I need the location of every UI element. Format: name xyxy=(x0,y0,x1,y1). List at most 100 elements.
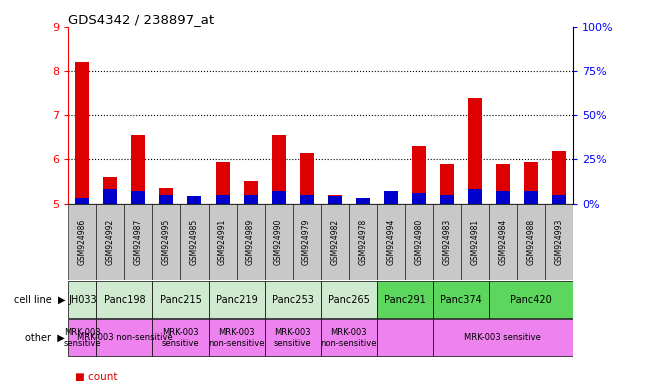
FancyBboxPatch shape xyxy=(433,281,489,318)
Text: GSM924986: GSM924986 xyxy=(78,219,87,265)
Bar xyxy=(524,191,538,204)
Text: GSM924985: GSM924985 xyxy=(190,219,199,265)
Text: GSM924980: GSM924980 xyxy=(414,219,423,265)
FancyBboxPatch shape xyxy=(405,204,433,280)
Text: MRK-003
sensitive: MRK-003 sensitive xyxy=(274,328,311,348)
Bar xyxy=(104,177,117,204)
Bar xyxy=(355,199,370,204)
Text: GSM924990: GSM924990 xyxy=(274,219,283,265)
Bar xyxy=(383,191,398,204)
Bar xyxy=(355,198,370,204)
Text: GSM924984: GSM924984 xyxy=(498,219,507,265)
Text: Panc374: Panc374 xyxy=(440,295,482,305)
Bar xyxy=(159,195,173,204)
Bar xyxy=(243,195,258,204)
Text: GSM924994: GSM924994 xyxy=(386,219,395,265)
Bar xyxy=(187,197,202,204)
FancyBboxPatch shape xyxy=(208,319,264,356)
Text: MRK-003
non-sensitive: MRK-003 non-sensitive xyxy=(320,328,377,348)
Text: MRK-003 sensitive: MRK-003 sensitive xyxy=(464,333,541,343)
FancyBboxPatch shape xyxy=(320,281,377,318)
FancyBboxPatch shape xyxy=(68,281,96,318)
Text: GSM924981: GSM924981 xyxy=(470,219,479,265)
FancyBboxPatch shape xyxy=(208,204,236,280)
Text: MRK-003
sensitive: MRK-003 sensitive xyxy=(64,328,101,348)
Text: GSM924983: GSM924983 xyxy=(442,219,451,265)
Bar xyxy=(243,182,258,204)
FancyBboxPatch shape xyxy=(461,204,489,280)
Text: MRK-003 non-sensitive: MRK-003 non-sensitive xyxy=(77,333,173,343)
Bar xyxy=(411,193,426,204)
Bar xyxy=(187,197,202,204)
Bar xyxy=(76,62,89,204)
Bar xyxy=(327,195,342,204)
FancyBboxPatch shape xyxy=(68,204,96,280)
Bar xyxy=(215,195,230,204)
Bar xyxy=(215,162,230,204)
Bar xyxy=(439,164,454,204)
Bar xyxy=(552,151,566,204)
Bar xyxy=(496,191,510,204)
Text: GDS4342 / 238897_at: GDS4342 / 238897_at xyxy=(68,13,214,26)
Text: MRK-003
non-sensitive: MRK-003 non-sensitive xyxy=(208,328,265,348)
Bar xyxy=(132,191,145,204)
FancyBboxPatch shape xyxy=(377,319,433,356)
Bar xyxy=(132,135,145,204)
FancyBboxPatch shape xyxy=(96,319,152,356)
FancyBboxPatch shape xyxy=(264,319,320,356)
Bar xyxy=(383,199,398,204)
Text: Panc265: Panc265 xyxy=(327,295,370,305)
Text: GSM924988: GSM924988 xyxy=(527,219,535,265)
FancyBboxPatch shape xyxy=(264,281,320,318)
Text: Panc215: Panc215 xyxy=(159,295,201,305)
Bar xyxy=(299,153,314,204)
Text: GSM924979: GSM924979 xyxy=(302,219,311,265)
Text: Panc253: Panc253 xyxy=(271,295,314,305)
Bar xyxy=(468,189,482,204)
Text: JH033: JH033 xyxy=(68,295,97,305)
Text: GSM924992: GSM924992 xyxy=(106,219,115,265)
Bar xyxy=(552,195,566,204)
Bar xyxy=(76,198,89,204)
FancyBboxPatch shape xyxy=(236,204,264,280)
Bar xyxy=(271,135,286,204)
Text: ■ count: ■ count xyxy=(75,372,117,382)
Text: Panc420: Panc420 xyxy=(510,295,551,305)
FancyBboxPatch shape xyxy=(517,204,545,280)
FancyBboxPatch shape xyxy=(152,204,180,280)
Text: Panc291: Panc291 xyxy=(384,295,426,305)
FancyBboxPatch shape xyxy=(377,281,433,318)
FancyBboxPatch shape xyxy=(96,281,152,318)
Bar xyxy=(299,195,314,204)
FancyBboxPatch shape xyxy=(489,204,517,280)
Bar xyxy=(411,146,426,204)
FancyBboxPatch shape xyxy=(180,204,208,280)
FancyBboxPatch shape xyxy=(320,204,349,280)
Text: other  ▶: other ▶ xyxy=(25,333,65,343)
FancyBboxPatch shape xyxy=(292,204,320,280)
FancyBboxPatch shape xyxy=(545,204,573,280)
FancyBboxPatch shape xyxy=(489,281,573,318)
Text: MRK-003
sensitive: MRK-003 sensitive xyxy=(161,328,199,348)
Text: GSM924987: GSM924987 xyxy=(134,219,143,265)
Bar xyxy=(271,191,286,204)
Text: Panc198: Panc198 xyxy=(104,295,145,305)
FancyBboxPatch shape xyxy=(433,319,573,356)
FancyBboxPatch shape xyxy=(68,319,96,356)
FancyBboxPatch shape xyxy=(124,204,152,280)
Bar xyxy=(524,162,538,204)
FancyBboxPatch shape xyxy=(152,281,208,318)
Bar xyxy=(104,189,117,204)
Text: GSM924978: GSM924978 xyxy=(358,219,367,265)
Text: GSM924989: GSM924989 xyxy=(246,219,255,265)
FancyBboxPatch shape xyxy=(349,204,377,280)
FancyBboxPatch shape xyxy=(96,204,124,280)
FancyBboxPatch shape xyxy=(433,204,461,280)
FancyBboxPatch shape xyxy=(377,204,405,280)
Text: GSM924991: GSM924991 xyxy=(218,219,227,265)
Bar xyxy=(496,164,510,204)
Bar xyxy=(439,195,454,204)
Bar xyxy=(468,98,482,204)
Bar xyxy=(159,188,173,204)
Text: GSM924982: GSM924982 xyxy=(330,219,339,265)
